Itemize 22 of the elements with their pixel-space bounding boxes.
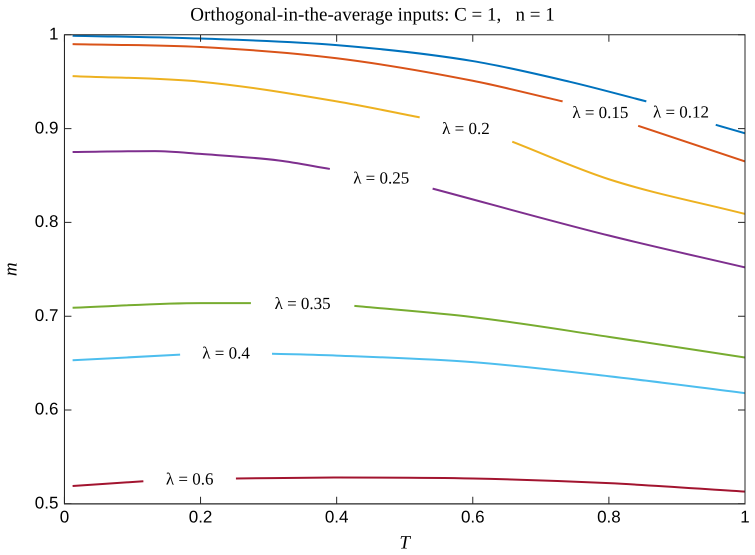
chart-title: Orthogonal-in-the-average inputs: C = 1, n = 1 — [190, 4, 555, 26]
y-axis-title: m — [0, 262, 22, 276]
y-tick-label: 0.5 — [34, 493, 58, 512]
series-label: λ = 0.2 — [442, 119, 490, 138]
y-tick-label: 0.9 — [34, 118, 58, 138]
x-tick-label: 0 — [60, 508, 70, 527]
series-label: λ = 0.25 — [353, 168, 410, 188]
y-tick-label: 1 — [48, 24, 58, 44]
series-label: λ = 0.4 — [202, 344, 250, 363]
y-tick-label: 0.6 — [34, 400, 58, 419]
series-label: λ = 0.15 — [572, 103, 628, 122]
y-tick-label: 0.7 — [34, 306, 58, 325]
x-tick-label: 0.2 — [188, 508, 212, 527]
series-label: λ = 0.6 — [166, 469, 214, 488]
x-tick-label: 0.4 — [324, 508, 348, 527]
y-tick-label: 0.8 — [34, 212, 58, 232]
x-axis-title: T — [399, 532, 412, 554]
series-label: λ = 0.35 — [274, 294, 331, 313]
series-label: λ = 0.12 — [652, 102, 710, 122]
x-tick-label: 1 — [740, 508, 750, 527]
x-tick-label: 0.8 — [597, 508, 621, 527]
x-tick-label: 0.6 — [460, 508, 485, 527]
